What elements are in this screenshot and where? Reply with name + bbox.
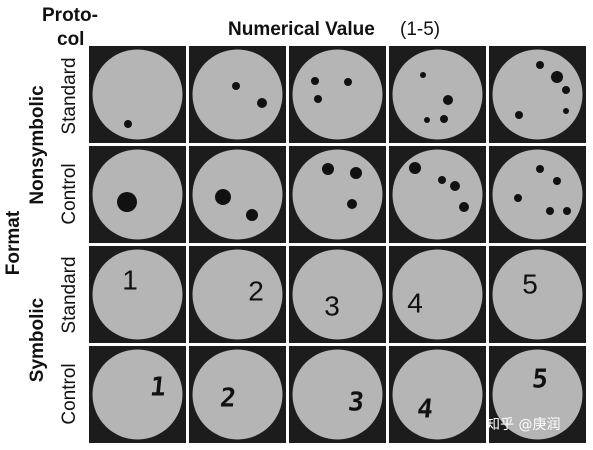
row-label: Standard bbox=[59, 256, 80, 333]
segment-digit: 1 bbox=[149, 373, 168, 403]
dot bbox=[563, 108, 569, 114]
dot bbox=[536, 165, 544, 173]
disc bbox=[392, 349, 483, 440]
dot bbox=[311, 77, 319, 85]
digit: 4 bbox=[407, 287, 423, 318]
dot bbox=[424, 117, 430, 123]
dot bbox=[409, 162, 421, 174]
title: Numerical Value bbox=[228, 19, 375, 40]
dot bbox=[215, 189, 231, 205]
dot bbox=[563, 207, 571, 215]
dot bbox=[246, 209, 258, 221]
disc bbox=[492, 149, 583, 240]
disc bbox=[392, 149, 483, 240]
segment-digit: 3 bbox=[347, 388, 366, 418]
dot bbox=[124, 120, 132, 128]
dot bbox=[257, 98, 267, 108]
dot bbox=[322, 163, 334, 175]
disc bbox=[92, 349, 183, 440]
group-label: Nonsymbolic bbox=[27, 85, 48, 205]
protocol-label: col bbox=[57, 29, 84, 50]
disc bbox=[292, 249, 383, 340]
digit: 5 bbox=[522, 268, 538, 299]
group-label: Symbolic bbox=[27, 297, 48, 382]
disc bbox=[492, 349, 583, 440]
disc bbox=[192, 49, 283, 140]
row-label: Control bbox=[59, 363, 80, 424]
digit: 1 bbox=[122, 264, 138, 295]
dot bbox=[117, 192, 137, 212]
title-range: (1-5) bbox=[400, 19, 440, 40]
format-label: Format bbox=[3, 210, 24, 275]
disc bbox=[92, 49, 183, 140]
dot bbox=[459, 202, 469, 212]
dot bbox=[450, 181, 460, 191]
dot bbox=[551, 71, 563, 83]
disc bbox=[92, 149, 183, 240]
disc bbox=[492, 249, 583, 340]
segment-digit: 4 bbox=[416, 395, 435, 425]
dot bbox=[350, 167, 362, 179]
dot bbox=[536, 61, 544, 69]
dot bbox=[344, 78, 352, 86]
dot bbox=[443, 95, 453, 105]
digit: 2 bbox=[248, 275, 264, 306]
dot bbox=[440, 115, 448, 123]
disc bbox=[392, 249, 483, 340]
dot bbox=[546, 207, 554, 215]
disc bbox=[192, 349, 283, 440]
disc bbox=[392, 49, 483, 140]
disc bbox=[292, 149, 383, 240]
row-label: Control bbox=[59, 163, 80, 224]
dot bbox=[347, 199, 357, 209]
dot bbox=[314, 95, 322, 103]
protocol-label: Proto- bbox=[42, 5, 98, 26]
segment-digit: 2 bbox=[219, 384, 238, 414]
disc bbox=[292, 49, 383, 140]
dot bbox=[562, 86, 570, 94]
dot bbox=[514, 194, 522, 202]
dot bbox=[515, 111, 523, 119]
dot bbox=[438, 176, 446, 184]
disc bbox=[192, 249, 283, 340]
digit: 3 bbox=[324, 290, 340, 321]
watermark: 知乎 @庚润 bbox=[486, 416, 560, 433]
dot bbox=[553, 177, 561, 185]
disc bbox=[292, 349, 383, 440]
disc bbox=[192, 149, 283, 240]
dot bbox=[232, 82, 240, 90]
dot bbox=[420, 72, 426, 78]
disc bbox=[92, 249, 183, 340]
row-label: Standard bbox=[59, 57, 80, 134]
segment-digit: 5 bbox=[531, 365, 550, 395]
